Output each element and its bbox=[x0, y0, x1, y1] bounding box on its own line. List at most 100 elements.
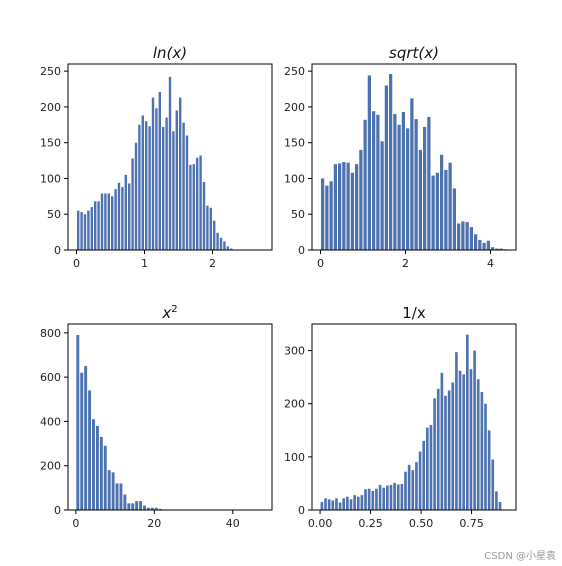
histogram-bar bbox=[491, 459, 495, 510]
histogram-bar bbox=[435, 172, 439, 250]
histogram-bar bbox=[338, 163, 342, 250]
y-tick-label: 300 bbox=[284, 345, 305, 358]
histogram-bar bbox=[461, 221, 465, 250]
histogram-bar bbox=[162, 126, 165, 250]
histogram-bar bbox=[99, 436, 103, 510]
histogram-bar bbox=[423, 126, 427, 250]
y-tick-label: 50 bbox=[47, 208, 61, 221]
histogram-bar bbox=[121, 187, 124, 250]
histogram-bar bbox=[333, 164, 337, 250]
histogram-bar bbox=[495, 248, 499, 250]
histogram-bar bbox=[458, 370, 462, 510]
histogram-bar bbox=[440, 154, 444, 250]
y-tick-label: 600 bbox=[40, 371, 61, 384]
histogram-bar bbox=[158, 508, 162, 510]
histogram-bar bbox=[418, 451, 422, 510]
histogram-bar bbox=[127, 503, 131, 510]
histogram-bar bbox=[223, 241, 226, 250]
histogram-bar bbox=[95, 425, 99, 510]
histogram-bar bbox=[335, 498, 338, 510]
watermark: CSDN @小星袁 bbox=[484, 550, 556, 562]
histogram-bar bbox=[478, 239, 482, 250]
histogram-bar bbox=[451, 382, 455, 510]
axes-frame bbox=[311, 323, 517, 511]
y-tick-label: 0 bbox=[54, 504, 61, 517]
histogram-bar bbox=[396, 484, 400, 510]
histogram-bar bbox=[382, 487, 386, 510]
histogram-bar bbox=[87, 210, 90, 250]
x-tick-label: 0.75 bbox=[459, 517, 484, 530]
histogram-bar bbox=[389, 485, 393, 510]
histogram-bar bbox=[411, 470, 415, 510]
histogram-bar bbox=[455, 352, 458, 510]
histogram-bar bbox=[131, 503, 135, 510]
x-tick-label: 0.25 bbox=[358, 517, 383, 530]
y-tick-label: 0 bbox=[298, 244, 305, 257]
histogram-bar bbox=[114, 189, 117, 250]
histogram-bar bbox=[199, 155, 202, 250]
x-tick-label: 4 bbox=[487, 257, 494, 270]
y-tick-label: 0 bbox=[54, 244, 61, 257]
histogram-bar bbox=[151, 97, 155, 251]
y-tick-label: 150 bbox=[40, 137, 61, 150]
histogram-bar bbox=[100, 193, 104, 250]
histogram-bar bbox=[146, 507, 150, 510]
histogram-bar bbox=[346, 162, 350, 250]
x-tick-label: 20 bbox=[147, 517, 161, 530]
histogram-bar bbox=[327, 499, 331, 510]
histogram-bar bbox=[80, 372, 84, 510]
histogram-bar bbox=[410, 98, 414, 250]
histogram-bar bbox=[360, 495, 364, 510]
histogram-bar bbox=[384, 85, 388, 251]
histogram-bar bbox=[154, 507, 158, 510]
y-tick-label: 150 bbox=[284, 137, 305, 150]
histogram-bar bbox=[230, 248, 233, 250]
x-tick-label: 1 bbox=[141, 257, 148, 270]
histogram-bar bbox=[324, 498, 327, 510]
histogram-bar bbox=[355, 164, 359, 250]
y-tick-label: 800 bbox=[40, 327, 61, 340]
histogram-bar bbox=[457, 223, 461, 250]
histogram-bar bbox=[397, 124, 401, 250]
y-tick-label: 200 bbox=[284, 101, 305, 114]
panel-title: 1/x bbox=[402, 304, 426, 322]
histogram-bar bbox=[393, 482, 396, 510]
y-tick-label: 200 bbox=[40, 101, 61, 114]
histogram-bar bbox=[359, 149, 363, 250]
histogram-bar bbox=[92, 419, 95, 510]
histogram-bar bbox=[474, 234, 478, 250]
histogram-bar bbox=[367, 75, 371, 250]
histogram-bar bbox=[465, 222, 469, 250]
axes-frame bbox=[67, 323, 273, 511]
histogram-bar bbox=[123, 494, 127, 510]
histogram-bar bbox=[406, 128, 410, 250]
histogram-bar bbox=[400, 483, 404, 510]
y-tick-label: 50 bbox=[291, 208, 305, 221]
histogram-bar bbox=[480, 392, 484, 510]
histogram-bar bbox=[111, 196, 114, 250]
y-tick-label: 100 bbox=[284, 172, 305, 185]
histogram-bar bbox=[321, 178, 325, 250]
y-tick-label: 0 bbox=[298, 504, 305, 517]
histogram-bar bbox=[444, 395, 447, 510]
histogram-bar bbox=[104, 193, 107, 250]
x-tick-label: 2 bbox=[209, 257, 216, 270]
histogram-bar bbox=[433, 398, 436, 510]
histogram-bar bbox=[448, 162, 452, 250]
histogram-bar bbox=[158, 91, 161, 251]
x-tick-label: 0.50 bbox=[409, 517, 434, 530]
histogram-bar bbox=[440, 372, 444, 510]
histogram-bar bbox=[498, 502, 502, 510]
y-tick-label: 200 bbox=[284, 398, 305, 411]
axes-frame bbox=[311, 63, 517, 251]
histogram-bar bbox=[329, 181, 333, 250]
histogram-bar bbox=[371, 490, 375, 510]
histogram-bar bbox=[111, 472, 115, 510]
histogram-bar bbox=[97, 201, 100, 250]
histogram-bar bbox=[401, 111, 405, 251]
histogram-bar bbox=[155, 108, 158, 250]
histogram-bar bbox=[103, 445, 107, 510]
histogram-bar bbox=[418, 149, 422, 250]
